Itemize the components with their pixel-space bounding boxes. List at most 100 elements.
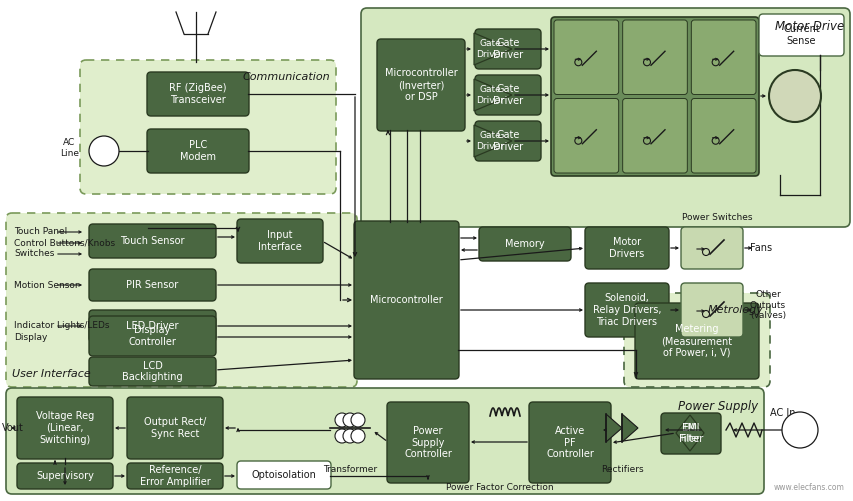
- Text: Supervisory: Supervisory: [36, 471, 94, 481]
- FancyBboxPatch shape: [6, 213, 357, 387]
- Text: Power Switches: Power Switches: [682, 213, 751, 222]
- FancyBboxPatch shape: [89, 224, 216, 258]
- FancyBboxPatch shape: [127, 397, 223, 459]
- FancyBboxPatch shape: [89, 357, 216, 386]
- FancyBboxPatch shape: [758, 14, 843, 56]
- Circle shape: [351, 429, 364, 443]
- FancyBboxPatch shape: [554, 99, 618, 173]
- FancyBboxPatch shape: [680, 227, 742, 269]
- FancyBboxPatch shape: [635, 303, 758, 379]
- Text: Microcontroller
(Inverter)
or DSP: Microcontroller (Inverter) or DSP: [384, 69, 457, 102]
- Text: PIR Sensor: PIR Sensor: [126, 280, 178, 290]
- Text: Gate
Driver: Gate Driver: [492, 38, 522, 60]
- FancyBboxPatch shape: [474, 29, 540, 69]
- Polygon shape: [621, 414, 637, 442]
- Text: User Interface: User Interface: [12, 369, 90, 379]
- Text: Current
Sense: Current Sense: [782, 24, 819, 46]
- Text: Power
Supply
Controller: Power Supply Controller: [403, 426, 451, 459]
- FancyBboxPatch shape: [584, 227, 668, 269]
- Text: Communication: Communication: [242, 72, 329, 82]
- FancyBboxPatch shape: [237, 461, 331, 489]
- Circle shape: [334, 429, 349, 443]
- Text: Solenoid,
Relay Drivers,
Triac Drivers: Solenoid, Relay Drivers, Triac Drivers: [592, 294, 660, 327]
- FancyBboxPatch shape: [479, 227, 571, 261]
- Text: EMI
Filter: EMI Filter: [680, 423, 699, 443]
- FancyBboxPatch shape: [147, 72, 249, 116]
- Text: Reference/
Error Amplifier: Reference/ Error Amplifier: [139, 465, 210, 487]
- FancyBboxPatch shape: [237, 219, 322, 263]
- FancyBboxPatch shape: [691, 20, 755, 95]
- Text: AC In: AC In: [769, 408, 794, 418]
- FancyBboxPatch shape: [474, 75, 540, 115]
- Text: AC
Line: AC Line: [60, 138, 79, 158]
- FancyBboxPatch shape: [89, 269, 216, 301]
- FancyBboxPatch shape: [528, 402, 610, 483]
- FancyBboxPatch shape: [624, 293, 769, 387]
- Polygon shape: [473, 79, 512, 111]
- Text: Input
Interface: Input Interface: [258, 230, 301, 252]
- Text: Memory: Memory: [505, 239, 544, 249]
- FancyBboxPatch shape: [376, 39, 464, 131]
- Text: Rectifiers: Rectifiers: [600, 465, 642, 474]
- Text: Motion Sensor: Motion Sensor: [14, 281, 78, 290]
- Text: Output Rect/
Sync Rect: Output Rect/ Sync Rect: [143, 417, 206, 439]
- Text: Gate
Driver: Gate Driver: [492, 84, 522, 106]
- Polygon shape: [473, 33, 512, 65]
- Text: Power Factor Correction: Power Factor Correction: [445, 483, 553, 492]
- Text: EMI
Filter: EMI Filter: [678, 423, 702, 444]
- FancyBboxPatch shape: [17, 463, 113, 489]
- Circle shape: [768, 70, 820, 122]
- Text: Motor
Drivers: Motor Drivers: [609, 237, 644, 259]
- Text: www.elecfans.com: www.elecfans.com: [773, 483, 844, 492]
- Text: Display
Controller: Display Controller: [129, 325, 177, 347]
- Text: Other
Outputs
(Valves): Other Outputs (Valves): [749, 290, 786, 320]
- FancyBboxPatch shape: [89, 310, 216, 342]
- Text: PLC
Modem: PLC Modem: [180, 140, 216, 162]
- FancyBboxPatch shape: [474, 121, 540, 161]
- Text: LED Driver: LED Driver: [126, 321, 178, 331]
- Text: Gate
Driver: Gate Driver: [492, 130, 522, 152]
- Text: Gate
Driver: Gate Driver: [475, 131, 503, 151]
- Text: Optoisolation: Optoisolation: [252, 470, 316, 480]
- Polygon shape: [606, 414, 621, 442]
- Text: Power Supply: Power Supply: [677, 400, 757, 413]
- Text: Voltage Reg
(Linear,
Switching): Voltage Reg (Linear, Switching): [36, 411, 94, 444]
- Circle shape: [343, 429, 357, 443]
- Text: Indicator Lights/LEDs: Indicator Lights/LEDs: [14, 322, 109, 331]
- Text: Metering
(Measurement
of Power, i, V): Metering (Measurement of Power, i, V): [661, 325, 732, 358]
- Circle shape: [343, 413, 357, 427]
- FancyBboxPatch shape: [80, 60, 335, 194]
- FancyBboxPatch shape: [147, 129, 249, 173]
- Text: Transformer: Transformer: [322, 465, 377, 474]
- Circle shape: [89, 136, 119, 166]
- FancyBboxPatch shape: [6, 388, 763, 494]
- FancyBboxPatch shape: [554, 20, 618, 95]
- Text: M: M: [787, 89, 801, 103]
- FancyBboxPatch shape: [89, 316, 216, 356]
- FancyBboxPatch shape: [622, 20, 687, 95]
- Polygon shape: [676, 415, 703, 451]
- FancyBboxPatch shape: [361, 8, 849, 227]
- FancyBboxPatch shape: [17, 397, 113, 459]
- FancyBboxPatch shape: [680, 283, 742, 337]
- FancyBboxPatch shape: [550, 17, 758, 176]
- Text: Metrology: Metrology: [707, 305, 763, 315]
- Text: Vout: Vout: [2, 423, 24, 433]
- Text: Touch Sensor: Touch Sensor: [120, 236, 184, 246]
- Text: RF (ZigBee)
Transceiver: RF (ZigBee) Transceiver: [169, 83, 227, 105]
- Text: Active
PF
Controller: Active PF Controller: [545, 426, 593, 459]
- Text: LCD
Backlighting: LCD Backlighting: [122, 361, 183, 382]
- Text: Touch Panel: Touch Panel: [14, 227, 67, 236]
- FancyBboxPatch shape: [691, 99, 755, 173]
- FancyBboxPatch shape: [584, 283, 668, 337]
- FancyBboxPatch shape: [660, 413, 720, 454]
- Text: Gate
Driver: Gate Driver: [475, 85, 503, 105]
- Circle shape: [334, 413, 349, 427]
- Circle shape: [781, 412, 817, 448]
- Text: Gate
Driver: Gate Driver: [475, 39, 503, 59]
- Text: Display: Display: [14, 333, 47, 342]
- Circle shape: [351, 413, 364, 427]
- FancyBboxPatch shape: [127, 463, 223, 489]
- Text: Switches: Switches: [14, 249, 55, 259]
- FancyBboxPatch shape: [354, 221, 458, 379]
